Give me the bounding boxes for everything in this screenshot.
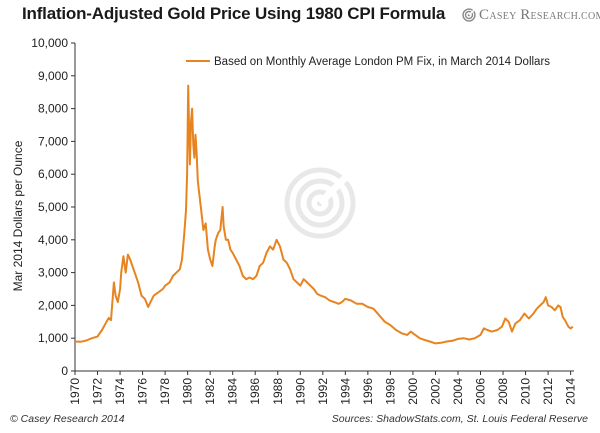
y-tick-label: 10,000 bbox=[31, 36, 68, 50]
watermark-logo bbox=[284, 167, 356, 239]
x-tick-label: 1992 bbox=[316, 378, 330, 405]
y-tick-label: 9,000 bbox=[38, 69, 68, 83]
x-tick-label: 1982 bbox=[203, 378, 217, 405]
x-tick-label: 1978 bbox=[158, 378, 172, 405]
y-tick-label: 4,000 bbox=[38, 233, 68, 247]
y-tick-label: 6,000 bbox=[38, 167, 68, 181]
y-tick-label: 7,000 bbox=[38, 134, 68, 148]
x-tick-label: 2010 bbox=[519, 378, 533, 405]
x-tick-label: 1976 bbox=[136, 378, 150, 405]
x-tick-label: 2002 bbox=[428, 378, 442, 405]
series-line bbox=[74, 84, 574, 345]
casey-research-logo: CASEY RESEARCH.COM bbox=[462, 6, 600, 24]
y-tick-label: 8,000 bbox=[38, 102, 68, 116]
x-tick-label: 1996 bbox=[361, 378, 375, 405]
logo-wordmark: CASEY RESEARCH.COM bbox=[479, 6, 600, 23]
chart-title: Inflation-Adjusted Gold Price Using 1980… bbox=[22, 4, 446, 23]
x-tick-label: 2014 bbox=[564, 378, 578, 405]
x-tick-label: 2004 bbox=[451, 378, 465, 405]
x-tick-label: 1974 bbox=[113, 378, 127, 405]
y-tick-label: 3,000 bbox=[38, 266, 68, 280]
copyright-note: © Casey Research 2014 bbox=[10, 413, 125, 425]
x-tick-label: 2008 bbox=[496, 378, 510, 405]
x-tick-label: 1986 bbox=[248, 378, 262, 405]
series-layer bbox=[74, 84, 574, 345]
x-tick-label: 1972 bbox=[91, 378, 105, 405]
x-axis: 1970 1972 1974 1976 1978 1980 1982 1984 1986 1988… bbox=[68, 371, 578, 405]
x-tick-label: 1984 bbox=[226, 378, 240, 405]
y-axis-label: Mar 2014 Dollars per Ounce bbox=[11, 140, 25, 291]
x-tick-label: 1988 bbox=[271, 378, 285, 405]
x-tick-label: 2000 bbox=[406, 378, 420, 405]
legend: Based on Monthly Average London PM Fix, … bbox=[186, 56, 550, 68]
y-axis: 0 1,000 2,000 3,000 4,000 5,000 6,000 7,000 8,00… bbox=[31, 36, 75, 378]
x-tick-label: 2012 bbox=[541, 378, 555, 405]
y-tick-label: 1,000 bbox=[38, 331, 68, 345]
x-tick-label: 1994 bbox=[338, 378, 352, 405]
x-tick-label: 1970 bbox=[68, 378, 82, 405]
x-tick-label: 1998 bbox=[383, 378, 397, 405]
y-tick-label: 0 bbox=[61, 364, 68, 378]
x-tick-label: 1990 bbox=[293, 378, 307, 405]
x-tick-label: 1980 bbox=[181, 378, 195, 405]
x-tick-label: 2006 bbox=[474, 378, 488, 405]
spiral-target-icon bbox=[462, 8, 476, 22]
sources-note: Sources: ShadowStats.com, St. Louis Fede… bbox=[331, 413, 588, 425]
legend-label: Based on Monthly Average London PM Fix, … bbox=[214, 56, 550, 68]
y-tick-label: 2,000 bbox=[38, 298, 68, 312]
y-tick-label: 5,000 bbox=[38, 200, 68, 214]
chart-axes bbox=[74, 43, 574, 372]
